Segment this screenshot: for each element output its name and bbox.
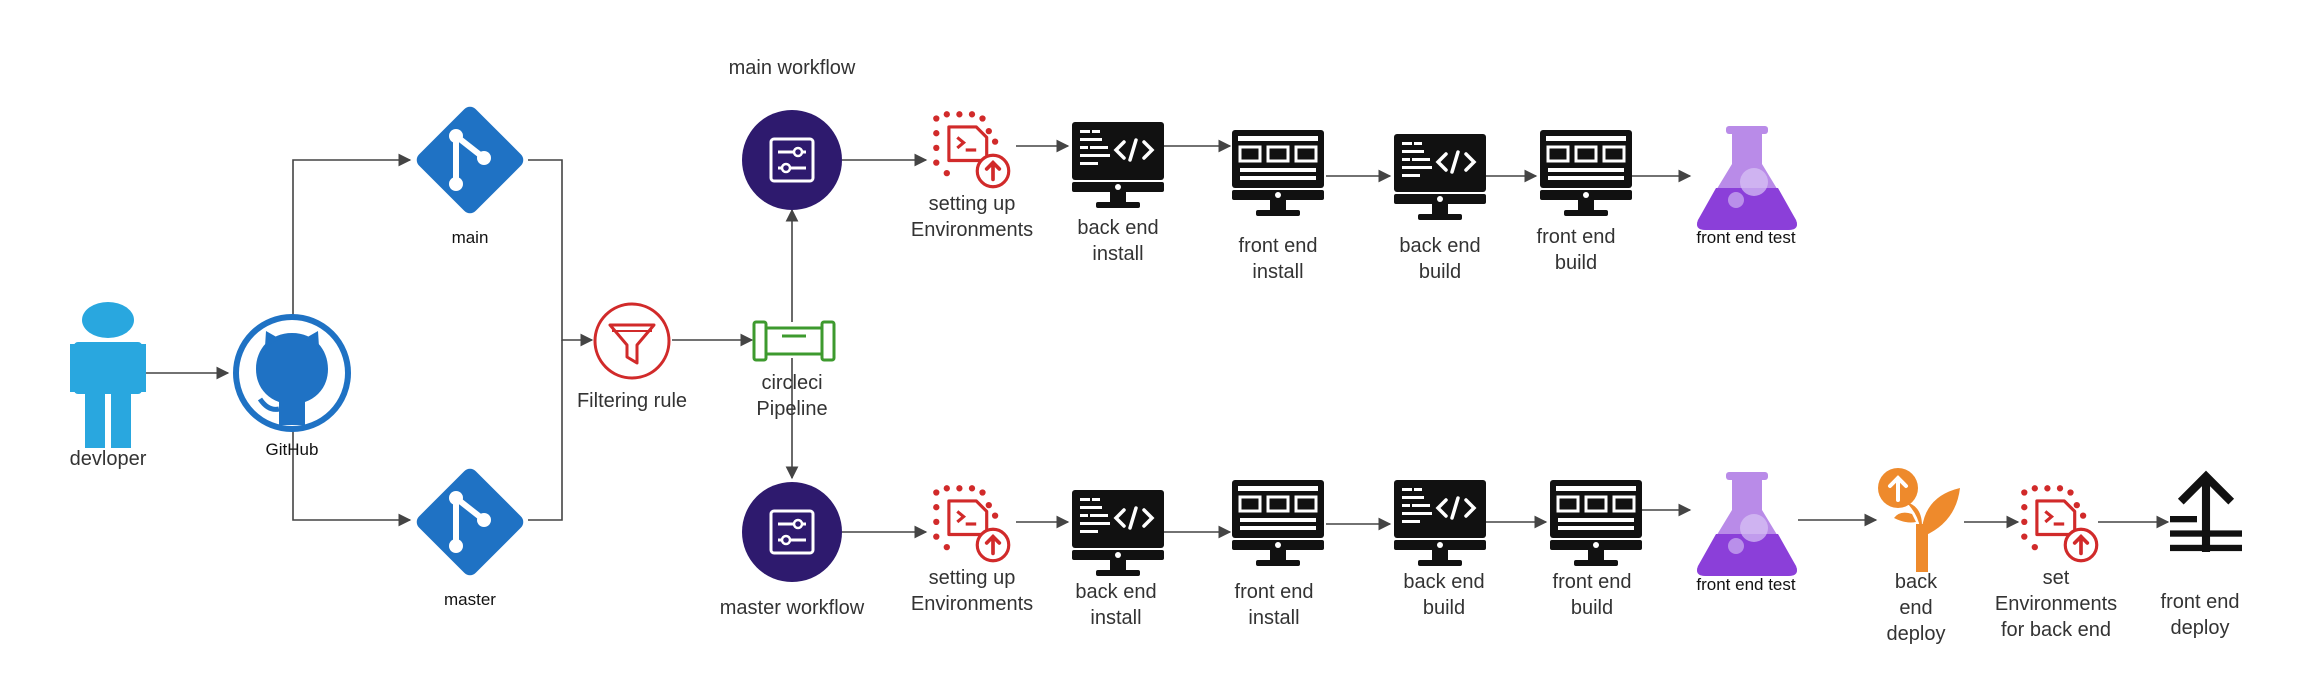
pipe-icon [752, 320, 836, 362]
flask-icon [1697, 472, 1797, 576]
workflow-icon [742, 110, 842, 210]
step-label-line: back end [1077, 217, 1158, 239]
step-label-line: front end [1235, 581, 1314, 603]
step-label-line: Environments [911, 219, 1033, 241]
node-master-workflow[interactable]: master workflow [720, 482, 865, 619]
main-step-frontend-test[interactable]: front end test [1696, 126, 1797, 247]
step-label-line: set [2043, 567, 2070, 589]
master-steps: setting up Environments back end install… [911, 466, 2242, 645]
master-step-frontend-build[interactable]: front end build [1548, 478, 1644, 619]
main-workflow-label: main workflow [729, 57, 856, 79]
grid-monitor-icon [1548, 478, 1644, 568]
step-label-line: deploy [1887, 623, 1946, 645]
step-label-line: install [1248, 607, 1299, 629]
main-steps: setting up Environments back end install… [911, 109, 1797, 283]
code-monitor-icon [1392, 132, 1488, 222]
settings-icon [931, 483, 1011, 563]
node-filter[interactable]: Filtering rule [577, 302, 687, 412]
main-step-frontend-build[interactable]: front end build [1537, 128, 1634, 274]
flask-icon [1697, 126, 1797, 230]
branch-main-label: main [452, 228, 489, 247]
step-label-line: back end [1403, 571, 1484, 593]
node-main-workflow[interactable]: main workflow [729, 57, 856, 210]
edges [145, 139, 2170, 539]
step-label-line: build [1419, 261, 1461, 283]
step-label-line: front end [1553, 571, 1632, 593]
branch-master-label: master [444, 590, 496, 609]
workflow-icon [742, 482, 842, 582]
step-label-line: Environments [1995, 593, 2117, 615]
step-label-line: install [1090, 607, 1141, 629]
node-branch-master[interactable]: master [413, 465, 526, 609]
master-step-set-env[interactable]: set Environments for back end [1995, 483, 2117, 641]
master-step-frontend-test[interactable]: front end test [1696, 472, 1797, 594]
main-step-backend-build[interactable]: back end build [1392, 132, 1488, 283]
step-label-line: deploy [2171, 617, 2230, 639]
master-workflow-label: master workflow [720, 597, 865, 619]
step-label-line: front end [1239, 235, 1318, 257]
code-monitor-icon [1070, 488, 1166, 578]
pipeline-label-line1: circleci [761, 372, 822, 394]
step-label-line: setting up [929, 567, 1016, 589]
edge-master-filter [528, 340, 563, 521]
edge-github-main [292, 153, 412, 318]
pipeline-label-line2: Pipeline [756, 398, 827, 420]
step-label-line: build [1571, 597, 1613, 619]
node-developer[interactable]: devloper [70, 302, 147, 470]
master-step-backend-deploy[interactable]: back end deploy [1876, 466, 1962, 645]
git-icon [413, 103, 526, 216]
grid-monitor-icon [1538, 128, 1634, 218]
step-label-line: front end [1537, 226, 1616, 248]
step-label-line: for back end [2001, 619, 2111, 641]
step-label-line: build [1555, 252, 1597, 274]
step-label-line: front end [2161, 591, 2240, 613]
node-pipeline[interactable]: circleci Pipeline [752, 320, 836, 420]
node-branch-main[interactable]: main [413, 103, 526, 247]
code-monitor-icon [1392, 478, 1488, 568]
master-step-backend-build[interactable]: back end build [1392, 478, 1488, 619]
main-step-setup[interactable]: setting up Environments [911, 109, 1033, 241]
step-label-line: back end [1075, 581, 1156, 603]
person-icon [70, 302, 146, 448]
edge-main-filter [528, 159, 594, 347]
sprout-deploy-icon [1876, 466, 1962, 574]
upload-icon [2170, 476, 2242, 552]
step-label-line: setting up [929, 193, 1016, 215]
step-label-line: install [1252, 261, 1303, 283]
step-label-line: back [1895, 571, 1938, 593]
node-github[interactable]: GitHub [236, 317, 348, 459]
main-step-frontend-install[interactable]: front end install [1230, 128, 1326, 283]
git-icon [413, 465, 526, 578]
master-step-backend-install[interactable]: back end install [1070, 488, 1166, 629]
developer-label: devloper [70, 448, 147, 470]
edge-github-master [292, 428, 412, 527]
settings-icon [931, 109, 1011, 189]
master-step-frontend-install[interactable]: front end install [1230, 478, 1326, 629]
step-label-line: front end test [1696, 228, 1796, 247]
grid-monitor-icon [1230, 128, 1326, 218]
main-step-backend-install[interactable]: back end install [1070, 120, 1166, 265]
filter-label: Filtering rule [577, 390, 687, 412]
master-step-setup[interactable]: setting up Environments [911, 483, 1033, 615]
code-monitor-icon [1070, 120, 1166, 210]
grid-monitor-icon [1230, 478, 1326, 568]
step-label-line: build [1423, 597, 1465, 619]
github-label: GitHub [266, 440, 319, 459]
step-label-line: front end test [1696, 575, 1796, 594]
settings-icon [2019, 483, 2099, 563]
step-label-line: end [1899, 597, 1932, 619]
master-step-frontend-deploy[interactable]: front end deploy [2161, 476, 2242, 639]
step-label-line: Environments [911, 593, 1033, 615]
github-icon [236, 317, 348, 429]
step-label-line: install [1092, 243, 1143, 265]
step-label-line: back end [1399, 235, 1480, 257]
funnel-icon [593, 302, 671, 380]
